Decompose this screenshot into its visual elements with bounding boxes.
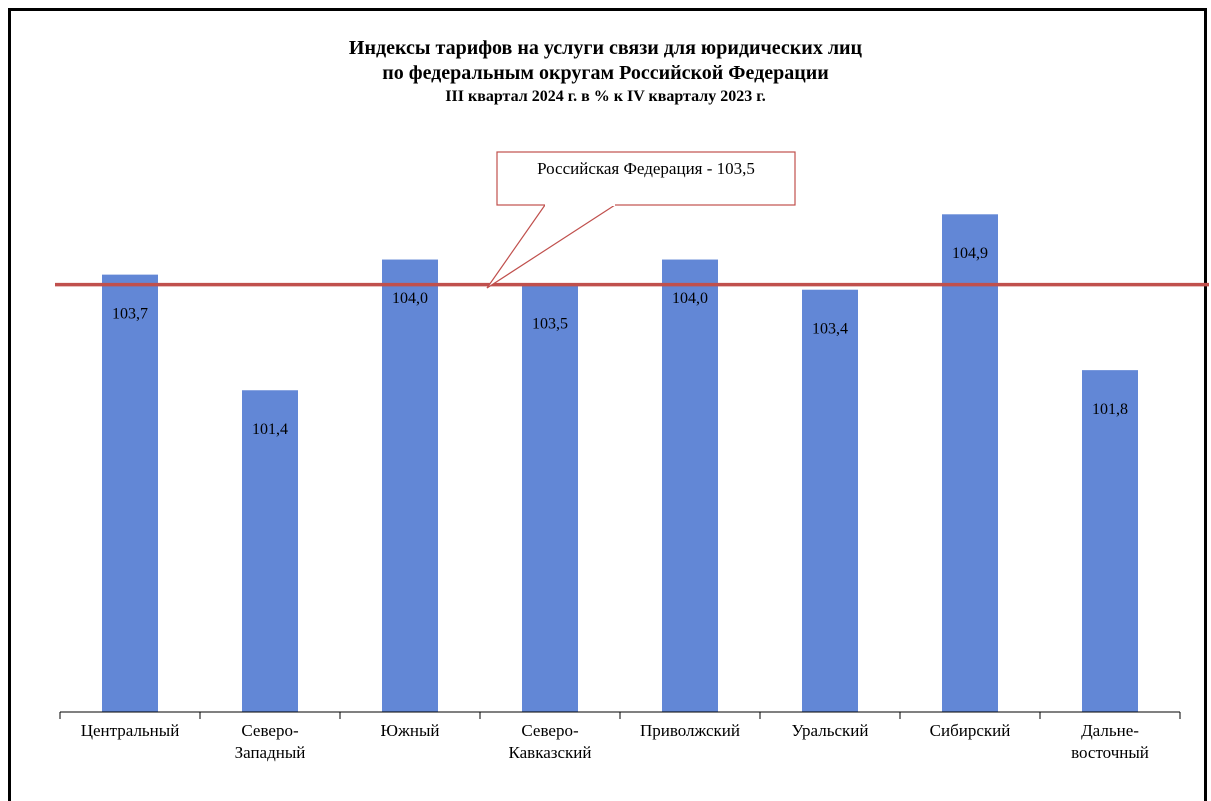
bar <box>522 284 578 712</box>
x-tick-label: Сибирский <box>929 721 1011 740</box>
bar <box>1082 370 1138 712</box>
data-label: 103,5 <box>532 315 568 332</box>
x-tick-label: Северо- Кавказский <box>508 721 592 762</box>
bar <box>802 289 858 712</box>
data-label: 104,0 <box>672 290 708 307</box>
data-label: 104,9 <box>952 245 988 262</box>
bar <box>662 259 718 712</box>
chart-title: Индексы тарифов на услуги связи для юрид… <box>348 37 863 84</box>
data-label: 103,7 <box>112 305 148 322</box>
x-tick-label: Дальне- восточный <box>1071 721 1149 762</box>
x-tick-label: Приволжский <box>640 721 740 740</box>
callout-label: Российская Федерация - 103,5 <box>537 159 755 178</box>
data-label: 104,0 <box>392 290 428 307</box>
data-label: 103,4 <box>812 320 848 337</box>
x-tick-label: Уральский <box>791 721 869 740</box>
x-tick-label: Южный <box>380 721 440 740</box>
callout-box <box>496 151 796 206</box>
bar <box>382 259 438 712</box>
frame <box>8 8 1207 801</box>
chart-subtitle: III квартал 2024 г. в % к IV кварталу 20… <box>445 88 766 105</box>
data-label: 101,8 <box>1092 401 1128 418</box>
x-tick-label: Северо- Западный <box>234 721 306 762</box>
data-label: 101,4 <box>252 421 288 438</box>
x-tick-label: Центральный <box>80 721 180 740</box>
bar <box>242 390 298 712</box>
bar <box>102 274 158 712</box>
bar <box>942 214 998 713</box>
callout-pointer <box>486 204 616 289</box>
